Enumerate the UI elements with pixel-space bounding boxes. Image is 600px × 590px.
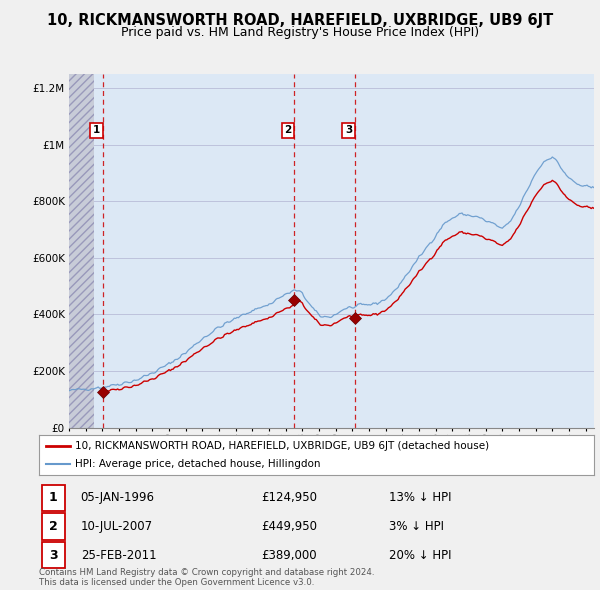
Text: 2: 2 — [284, 126, 292, 135]
Bar — [69, 74, 94, 428]
Text: Contains HM Land Registry data © Crown copyright and database right 2024.
This d: Contains HM Land Registry data © Crown c… — [39, 568, 374, 587]
Text: HPI: Average price, detached house, Hillingdon: HPI: Average price, detached house, Hill… — [75, 459, 320, 469]
Text: 10, RICKMANSWORTH ROAD, HAREFIELD, UXBRIDGE, UB9 6JT (detached house): 10, RICKMANSWORTH ROAD, HAREFIELD, UXBRI… — [75, 441, 489, 451]
Text: 2: 2 — [49, 520, 58, 533]
Text: 20% ↓ HPI: 20% ↓ HPI — [389, 549, 451, 562]
FancyBboxPatch shape — [42, 542, 65, 568]
Text: 13% ↓ HPI: 13% ↓ HPI — [389, 491, 451, 504]
Text: 1: 1 — [93, 126, 100, 135]
Text: £124,950: £124,950 — [261, 491, 317, 504]
Text: 3: 3 — [345, 126, 352, 135]
Text: £389,000: £389,000 — [261, 549, 317, 562]
Text: 05-JAN-1996: 05-JAN-1996 — [80, 491, 155, 504]
Text: £449,950: £449,950 — [261, 520, 317, 533]
Text: 1: 1 — [49, 491, 58, 504]
Text: 25-FEB-2011: 25-FEB-2011 — [80, 549, 156, 562]
FancyBboxPatch shape — [42, 513, 65, 540]
FancyBboxPatch shape — [42, 484, 65, 511]
Text: Price paid vs. HM Land Registry's House Price Index (HPI): Price paid vs. HM Land Registry's House … — [121, 26, 479, 39]
Text: 3: 3 — [49, 549, 58, 562]
Text: 3% ↓ HPI: 3% ↓ HPI — [389, 520, 443, 533]
Text: 10-JUL-2007: 10-JUL-2007 — [80, 520, 153, 533]
Text: 10, RICKMANSWORTH ROAD, HAREFIELD, UXBRIDGE, UB9 6JT: 10, RICKMANSWORTH ROAD, HAREFIELD, UXBRI… — [47, 13, 553, 28]
